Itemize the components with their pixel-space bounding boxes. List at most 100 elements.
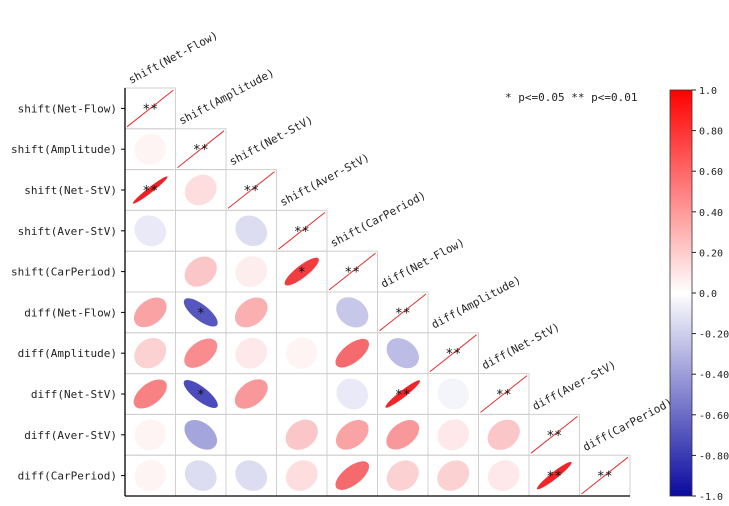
row-label: shift(Amplitude) [11, 143, 117, 156]
correlation-cell [134, 133, 166, 165]
correlation-ellipse [183, 379, 218, 409]
colorbar-tick-label: 0.0 [699, 289, 717, 300]
significance-mark: ** [395, 388, 411, 403]
correlation-cell [437, 419, 470, 451]
colorbar-tick-label: 1.0 [699, 86, 717, 97]
correlation-ellipse [437, 460, 470, 491]
correlation-ellipse [437, 378, 469, 410]
correlation-ellipse [234, 297, 268, 328]
correlation-cell [134, 215, 167, 247]
colorbar-tick-label: 0.80 [699, 127, 723, 138]
row-label: diff(Amplitude) [18, 347, 117, 360]
significance-mark: ** [395, 306, 411, 321]
correlation-cell: ** [480, 375, 528, 413]
correlation-ellipse [134, 337, 167, 369]
correlation-ellipse [386, 420, 420, 450]
column-label: diff(Net-StV) [480, 320, 562, 372]
significance-mark: ** [142, 102, 158, 117]
correlation-cell [184, 419, 218, 450]
correlation-ellipse [134, 255, 166, 288]
correlation-cell [437, 378, 469, 410]
correlation-ellipse [183, 298, 218, 327]
correlation-cell: ** [536, 461, 572, 490]
column-label: shift(Amplitude) [177, 66, 277, 127]
correlation-ellipse [134, 460, 166, 492]
correlation-ellipse [487, 460, 520, 492]
correlation-ellipse [134, 133, 166, 165]
correlation-cell [134, 337, 167, 369]
correlation-ellipse [335, 461, 370, 490]
correlation-cell [184, 338, 218, 368]
diagonal-mark [227, 171, 275, 209]
correlation-cell: ** [126, 89, 174, 128]
correlation-cell [286, 337, 318, 369]
colorbar-tick-label: 0.40 [699, 208, 723, 219]
correlation-cell [134, 419, 166, 451]
correlation-cell: ** [132, 176, 168, 204]
correlation-ellipse [336, 297, 369, 328]
correlation-ellipse [235, 337, 268, 369]
significance-mark: ** [445, 347, 461, 362]
correlation-ellipse [386, 460, 419, 491]
correlation-cell: * [183, 379, 218, 409]
significance-mark: ** [546, 470, 562, 485]
correlation-cell [184, 460, 217, 491]
correlation-ellipse [286, 337, 318, 369]
correlation-cell [286, 378, 318, 410]
correlation-cell: ** [581, 456, 629, 495]
correlation-ellipse [285, 460, 318, 491]
correlation-cell: ** [278, 212, 326, 250]
row-label: shift(Aver-StV) [18, 225, 117, 238]
column-label: diff(Amplitude) [429, 273, 523, 331]
correlation-cell [286, 296, 318, 329]
correlation-ellipse [235, 215, 268, 247]
row-label: shift(Net-Flow) [18, 102, 117, 115]
significance-mark: ** [142, 184, 158, 199]
matrix-cells: ****** ***** *** ***** ** ****** ** [126, 89, 629, 495]
correlation-cell [437, 460, 470, 491]
correlation-ellipse [335, 419, 369, 450]
colorbar-tick-label: -0.60 [699, 411, 729, 422]
significance-mark: * [197, 388, 205, 403]
correlation-cell: ** [530, 416, 578, 454]
correlation-ellipse [234, 379, 268, 409]
significance-mark: ** [243, 184, 259, 199]
correlation-cell: ** [429, 334, 477, 372]
significance-mark: ** [546, 429, 562, 444]
diagonal-mark [530, 416, 578, 454]
correlation-cell [386, 338, 419, 369]
correlation-ellipse [185, 215, 217, 247]
correlation-ellipse [386, 338, 419, 369]
diagonal-mark [379, 293, 427, 332]
correlation-ellipse [385, 380, 421, 408]
significance-mark: ** [496, 388, 512, 403]
diagonal-mark [278, 212, 326, 250]
row-label: diff(Net-StV) [31, 388, 117, 401]
diagonal-mark [429, 334, 477, 372]
correlation-cell: ** [379, 293, 427, 332]
correlation-cell [235, 419, 267, 451]
correlation-cell [235, 337, 268, 369]
colorbar: 1.0 0.80 0.60 0.40 0.20 0.0 -0.20 -0.40 -0.60 -0.… [669, 86, 729, 503]
significance-mark: ** [344, 266, 360, 281]
row-label: shift(Net-StV) [24, 184, 117, 197]
correlation-ellipse [184, 460, 217, 491]
correlation-cell [133, 297, 167, 328]
colorbar-tick-label: -0.20 [699, 330, 729, 341]
correlation-ellipse [134, 215, 167, 247]
matrix-axes [121, 88, 630, 497]
column-label: diff(Net-Flow) [379, 236, 467, 291]
colorbar-ticks: 1.0 0.80 0.60 0.40 0.20 0.0 -0.20 -0.40 -0.60 -0.… [692, 86, 729, 503]
correlation-cell [134, 255, 166, 288]
correlation-ellipse [184, 338, 218, 368]
significance-legend: * p<=0.05 ** p<=0.01 [505, 91, 637, 104]
correlation-cell: * [284, 257, 319, 286]
correlation-cell [336, 297, 369, 328]
colorbar-tick-label: -0.40 [699, 370, 729, 381]
correlation-cell: ** [227, 171, 275, 209]
correlation-ellipse [536, 461, 572, 490]
correlation-cell [487, 419, 520, 450]
correlation-ellipse [133, 379, 167, 409]
correlation-cell [234, 297, 268, 328]
